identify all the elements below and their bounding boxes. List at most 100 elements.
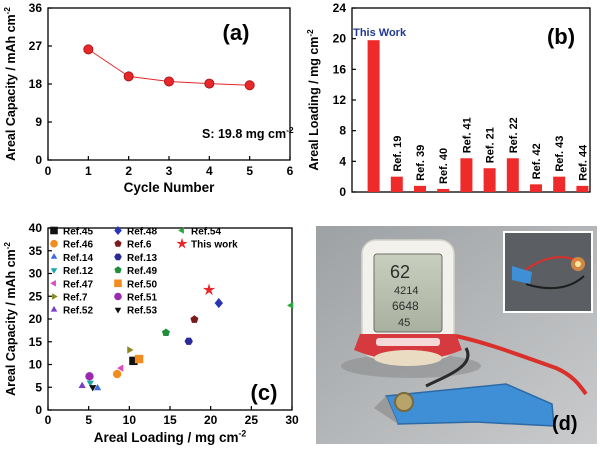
legend-marker-c bbox=[50, 268, 58, 274]
y-axis-label-c: Areal Capacity / mAh cm-2 bbox=[3, 242, 18, 396]
data-point-a bbox=[204, 78, 215, 89]
legend-marker-c bbox=[50, 253, 58, 259]
legend-marker-c bbox=[50, 239, 58, 248]
legend-marker-c bbox=[114, 279, 122, 288]
lcd-reading-3: 6648 bbox=[392, 299, 419, 313]
bar-label-b: Ref. 19 bbox=[392, 136, 404, 172]
bar-label-b: Ref. 42 bbox=[531, 143, 543, 179]
y-axis-label-b-text: Areal Loading / mg cm bbox=[307, 37, 321, 171]
legend-marker-c bbox=[114, 225, 122, 236]
legend-marker-c bbox=[50, 280, 56, 287]
y-tick-label-c: 25 bbox=[29, 289, 43, 303]
black-wire bbox=[425, 347, 470, 388]
legend-marker-c bbox=[114, 253, 122, 261]
y-tick-label-a: 9 bbox=[35, 115, 42, 129]
panel-label-a: (a) bbox=[223, 20, 250, 45]
legend-label-c: This work bbox=[191, 240, 238, 251]
data-point-a bbox=[83, 44, 94, 55]
y-tick-label-b: 12 bbox=[333, 93, 347, 107]
clip-jaw bbox=[374, 396, 398, 424]
legend-marker-c bbox=[50, 226, 58, 235]
clip-screw bbox=[394, 392, 414, 412]
bar-label-b: Ref. 40 bbox=[438, 148, 450, 184]
x-tick-label-a: 6 bbox=[287, 164, 294, 178]
x-tick-label-a: 4 bbox=[206, 164, 213, 178]
scatter-point-c bbox=[202, 283, 216, 296]
bar-b bbox=[506, 158, 519, 192]
y-tick-label-b: 24 bbox=[333, 1, 347, 15]
y-tick-label-a: 36 bbox=[29, 1, 43, 15]
device-buttons bbox=[376, 338, 440, 346]
y-tick-label-b: 4 bbox=[339, 154, 346, 168]
bar-label-b: Ref. 43 bbox=[554, 136, 566, 172]
x-axis-label-a-text: Cycle Number bbox=[124, 180, 216, 195]
y-axis-label-c-text: Areal Capacity / mAh cm bbox=[4, 249, 18, 396]
x-tick-label-c: 10 bbox=[123, 413, 137, 427]
x-tick-label-c: 25 bbox=[245, 413, 259, 427]
data-point-a bbox=[123, 71, 134, 82]
bar-b bbox=[367, 40, 380, 193]
y-axis-label-a: Areal Capacity / mAh cm-2 bbox=[3, 7, 18, 161]
legend-label-c: Ref.48 bbox=[127, 227, 157, 238]
legend-marker-c bbox=[176, 237, 188, 249]
panel-label-d: (d) bbox=[552, 413, 578, 435]
bar-label-b: Ref. 22 bbox=[508, 117, 520, 153]
lcd-screen bbox=[373, 253, 443, 333]
x-axis-label-c-text: Areal Loading / mg cm bbox=[94, 430, 239, 445]
legend-label-c: Ref.54 bbox=[191, 227, 221, 238]
bar-b bbox=[414, 185, 426, 192]
device-stand bbox=[374, 350, 442, 366]
legend-marker-c bbox=[114, 307, 122, 314]
legend-marker-c bbox=[178, 227, 184, 234]
y-tick-label-a: 27 bbox=[29, 39, 43, 53]
y-axis-label-c-sup: -2 bbox=[3, 242, 12, 250]
y-tick-label-b: 0 bbox=[339, 185, 346, 199]
inset-led bbox=[575, 261, 581, 267]
legend-label-c: Ref.47 bbox=[63, 279, 93, 290]
legend-label-c: Ref.51 bbox=[127, 293, 157, 304]
y-tick-label-c: 40 bbox=[29, 221, 43, 235]
y-tick-label-b: 16 bbox=[333, 62, 347, 76]
lcd-reading-4: 45 bbox=[398, 317, 410, 329]
bar-b bbox=[483, 168, 496, 192]
legend-label-c: Ref.52 bbox=[63, 306, 93, 317]
y-axis-label-b: Areal Loading / mg cm-2 bbox=[306, 29, 321, 171]
battery-demo-photo: 62 4214 6648 45 (d) bbox=[316, 226, 597, 444]
y-tick-label-b: 8 bbox=[339, 124, 346, 138]
red-wire bbox=[455, 334, 588, 396]
scatter-point-c bbox=[134, 354, 144, 364]
legend-marker-c bbox=[114, 292, 122, 301]
legend-marker-c bbox=[52, 293, 58, 300]
scatter-point-c bbox=[127, 346, 134, 354]
y-tick-label-b: 20 bbox=[333, 32, 347, 46]
y-tick-label-c: 0 bbox=[35, 403, 42, 417]
scatter-point-c bbox=[286, 301, 294, 309]
panel-label-c: (c) bbox=[251, 380, 278, 405]
bar-b bbox=[390, 176, 403, 192]
y-tick-label-c: 35 bbox=[29, 244, 43, 258]
scatter-point-c bbox=[214, 298, 223, 309]
bar-label-b: Ref. 44 bbox=[577, 144, 589, 181]
annotation-a-text: S: 19.8 mg cm bbox=[202, 127, 286, 141]
x-tick-label-c: 15 bbox=[163, 413, 177, 427]
legend-label-c: Ref.12 bbox=[63, 266, 93, 277]
bar-label-b: Ref. 41 bbox=[461, 117, 473, 153]
scatter-point-c bbox=[190, 315, 199, 323]
scatter-point-c bbox=[85, 372, 94, 381]
x-tick-label-c: 30 bbox=[285, 413, 299, 427]
scatter-point-c bbox=[117, 364, 124, 372]
panel-label-b: (b) bbox=[547, 24, 575, 49]
legend-label-c: Ref.49 bbox=[127, 266, 157, 277]
chart-b: 0 4 8 12 16 20 24 This Work Ref. 19 Ref. 39 Ref. 4… bbox=[306, 1, 591, 199]
legend-label-c: Ref.6 bbox=[127, 240, 152, 251]
legend-marker-c bbox=[50, 305, 58, 312]
annotation-a: S: 19.8 mg cm-2 bbox=[202, 125, 294, 141]
y-tick-label-c: 10 bbox=[29, 358, 43, 372]
legend-label-c: Ref.46 bbox=[63, 240, 93, 251]
bar-b bbox=[530, 184, 542, 192]
chart-c: 0 5 10 15 20 25 30 0 5 10 15 20 25 30 35 40 Ref.45 Ref.46… bbox=[3, 221, 299, 445]
x-tick-label-c: 0 bbox=[45, 413, 52, 427]
bar-label-b: Ref. 39 bbox=[415, 145, 427, 181]
scatter-point-c bbox=[93, 383, 102, 391]
legend-label-c: Ref.13 bbox=[127, 253, 157, 264]
